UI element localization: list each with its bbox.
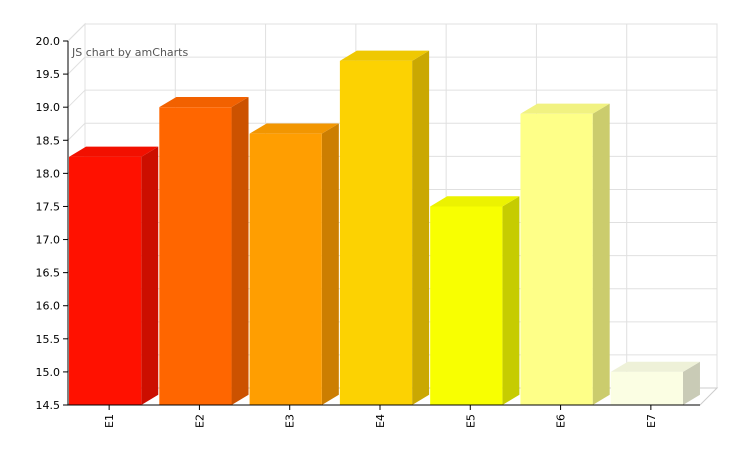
bar-front-face xyxy=(610,371,683,405)
y-axis-ticks: 20.0 19.5 19.0 18.5 18.0 17.5 17.0 16.5 16.0 15.5… xyxy=(36,35,68,412)
bar-top-face xyxy=(69,146,159,157)
bar-side-face xyxy=(321,123,339,406)
bar-e7[interactable] xyxy=(610,361,700,405)
y-tick-label: 17.5 xyxy=(36,200,61,213)
bar-side-face xyxy=(412,50,430,406)
y-tick-label: 16.5 xyxy=(36,267,61,280)
bar-top-face xyxy=(610,361,700,372)
y-tick-label: 17.0 xyxy=(36,234,61,247)
bar-side-face xyxy=(682,361,700,405)
bar-side-face xyxy=(502,196,520,405)
y-tick-label: 16.0 xyxy=(36,300,61,313)
bar-top-face xyxy=(159,96,249,108)
x-tick-label: E5 xyxy=(464,414,477,428)
bar-e3[interactable] xyxy=(249,123,339,406)
x-tick-label: E4 xyxy=(374,414,387,428)
y-tick-label: 14.5 xyxy=(36,399,61,412)
x-axis-ticks: E1 E2 E3 E4 E5 E6 E7 xyxy=(103,405,658,428)
x-tick-label: E6 xyxy=(555,414,568,428)
bar-front-face xyxy=(69,156,142,405)
y-tick-label: 15.5 xyxy=(36,333,61,346)
bars-group xyxy=(69,50,700,406)
bar-side-face xyxy=(592,103,610,405)
bar-top-face xyxy=(249,123,339,134)
y-tick-label: 20.0 xyxy=(36,35,61,48)
bar-e5[interactable] xyxy=(430,196,520,405)
x-tick-label: E2 xyxy=(193,414,206,428)
bar-top-face xyxy=(520,103,610,114)
gridline-side xyxy=(67,122,86,141)
bar-top-face xyxy=(430,196,520,207)
gridline-side xyxy=(67,89,86,108)
x-tick-label: E1 xyxy=(103,414,116,428)
bar-side-face xyxy=(141,146,159,406)
x-tick-label: E3 xyxy=(284,414,297,428)
bar-e4[interactable] xyxy=(339,50,430,406)
y-tick-label: 18.0 xyxy=(36,167,61,180)
y-tick-label: 19.0 xyxy=(36,101,61,114)
gridline-side xyxy=(67,56,86,75)
bar-front-face xyxy=(430,206,503,405)
bar-top-face xyxy=(339,50,430,61)
bar-front-face xyxy=(249,133,322,405)
y-tick-label: 19.5 xyxy=(36,68,61,81)
gridline-side xyxy=(67,23,86,42)
bar-front-face xyxy=(159,107,232,405)
x-tick-label: E7 xyxy=(645,414,658,428)
bar-front-face xyxy=(520,113,593,406)
y-tick-label: 18.5 xyxy=(36,134,61,147)
bar-e2[interactable] xyxy=(159,96,249,406)
bar-e1[interactable] xyxy=(69,146,159,406)
bar-e6[interactable] xyxy=(520,103,610,406)
axes-group xyxy=(67,41,700,406)
chart-credit[interactable]: JS chart by amCharts xyxy=(71,46,188,59)
bar-front-face xyxy=(339,60,413,405)
bar-side-face xyxy=(231,96,249,406)
y-tick-label: 15.0 xyxy=(36,366,61,379)
